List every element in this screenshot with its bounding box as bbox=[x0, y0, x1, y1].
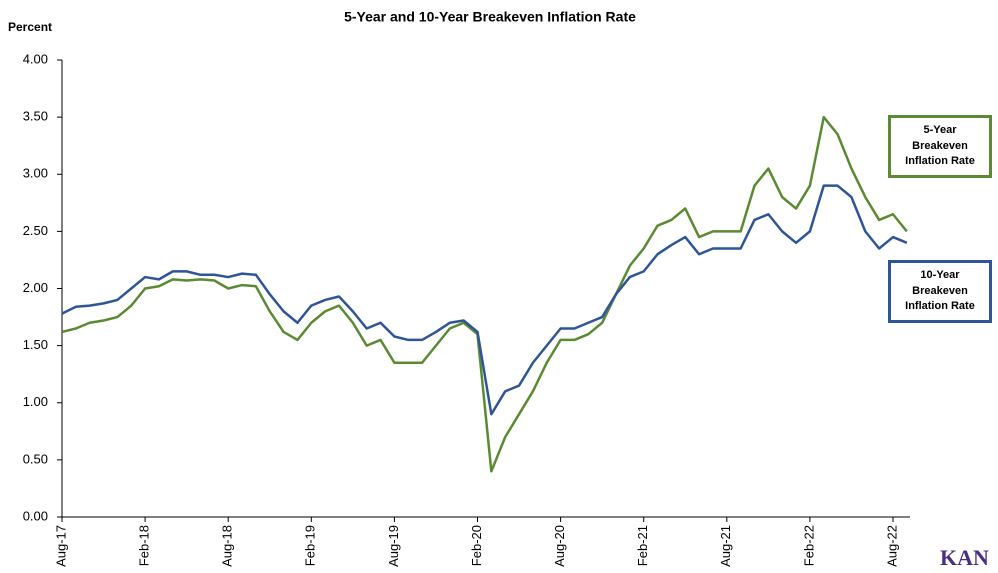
x-tick-label: Feb-20 bbox=[469, 525, 484, 566]
x-tick-label: Feb-19 bbox=[303, 525, 318, 566]
y-axis-label: Percent bbox=[8, 20, 52, 34]
y-tick-label: 4.00 bbox=[23, 51, 48, 66]
y-tick-label: 2.00 bbox=[23, 280, 48, 295]
legend-entry: 10-Year Breakeven Inflation Rate bbox=[888, 260, 992, 323]
series-line bbox=[61, 184, 908, 416]
y-tick-label: 2.50 bbox=[23, 223, 48, 238]
legend-entry: 5-Year Breakeven Inflation Rate bbox=[888, 115, 992, 178]
x-tick-label: Aug-21 bbox=[718, 525, 733, 567]
x-tick-label: Aug-20 bbox=[552, 525, 567, 567]
y-tick-label: 3.00 bbox=[23, 166, 48, 181]
x-tick-label: Aug-19 bbox=[386, 525, 401, 567]
chart-title: 5-Year and 10-Year Breakeven Inflation R… bbox=[344, 9, 636, 25]
logo: KAN bbox=[940, 545, 989, 570]
x-tick-label: Aug-18 bbox=[220, 525, 235, 567]
y-tick-label: 0.00 bbox=[23, 508, 48, 523]
y-tick-label: 3.50 bbox=[23, 109, 48, 124]
y-tick-label: 0.50 bbox=[23, 451, 48, 466]
series-line bbox=[61, 115, 908, 473]
x-tick-label: Aug-17 bbox=[53, 525, 68, 567]
y-tick-label: 1.50 bbox=[23, 337, 48, 352]
x-tick-label: Feb-22 bbox=[801, 525, 816, 566]
x-tick-label: Aug-22 bbox=[884, 525, 899, 567]
x-tick-label: Feb-18 bbox=[137, 525, 152, 566]
x-tick-label: Feb-21 bbox=[635, 525, 650, 566]
y-tick-label: 1.00 bbox=[23, 394, 48, 409]
